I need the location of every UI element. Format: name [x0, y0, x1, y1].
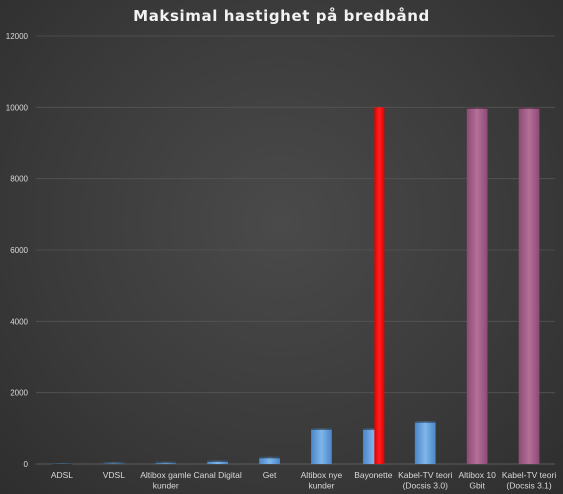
overlay-bar [374, 107, 385, 464]
y-tick-label: 0 [24, 460, 29, 469]
y-tick-label: 2000 [10, 389, 28, 398]
bar [414, 421, 436, 464]
bar-top-edge [414, 421, 436, 423]
x-tick-label: Kabel-TV teori (Docsis 3.0) [398, 470, 452, 491]
bar-top-edge [362, 428, 384, 430]
bar-top-edge [155, 461, 177, 464]
y-tick-label: 10000 [6, 103, 29, 112]
y-tick-label: 6000 [10, 246, 28, 255]
x-tick-label: ADSL [51, 470, 73, 480]
y-tick-label: 8000 [10, 175, 28, 184]
x-tick-label: Kabel-TV teori (Docsis 3.1) [502, 470, 556, 491]
x-tick-label: Get [263, 470, 277, 480]
bar [518, 107, 540, 464]
y-tick-label: 4000 [10, 317, 28, 326]
bar-top-edge [207, 460, 229, 462]
x-tick-label: VDSL [103, 470, 125, 480]
x-tick-label: Altibox nye kunder [301, 470, 343, 491]
x-tick-label: Bayonette [354, 470, 393, 480]
x-tick-label: Canal Digital [194, 470, 242, 480]
y-tick-label: 12000 [6, 32, 29, 41]
x-tick-label: Altibox gamle kunder [140, 470, 191, 491]
bar-top-edge [51, 463, 73, 465]
bar-top-edge [103, 462, 125, 464]
bar-top-edge [259, 456, 280, 459]
bar [259, 456, 280, 464]
bar-top-edge [311, 428, 332, 430]
bars [51, 107, 540, 465]
bar-top-edge [466, 107, 488, 109]
bar [207, 460, 229, 464]
bar [311, 428, 332, 464]
y-axis-ticks: 0 2000 4000 6000 8000 10000 12000 [6, 32, 29, 469]
bar-top-edge [518, 107, 540, 109]
chart-title: Maksimal hastighet på bredbånd [133, 7, 430, 25]
bar [466, 107, 488, 464]
x-tick-label: Altibox 10 Gbit [458, 470, 496, 491]
